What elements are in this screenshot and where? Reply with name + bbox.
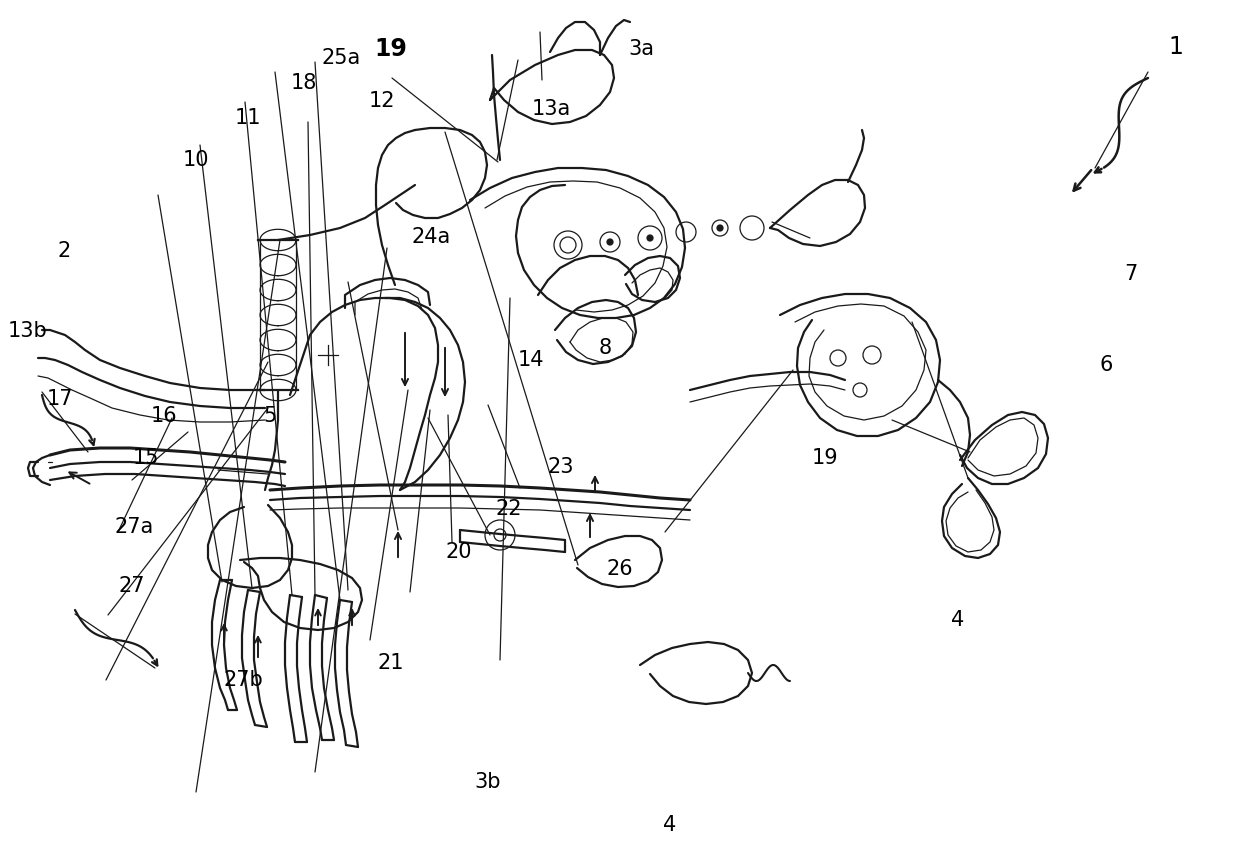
Text: 27a: 27a xyxy=(114,516,154,537)
Text: 23: 23 xyxy=(547,457,574,477)
Text: 24a: 24a xyxy=(412,227,451,247)
Text: 19: 19 xyxy=(374,37,407,61)
Text: 27b: 27b xyxy=(223,670,263,690)
Circle shape xyxy=(608,239,613,245)
Text: 5: 5 xyxy=(264,406,277,426)
Text: 7: 7 xyxy=(1125,264,1137,285)
Text: 18: 18 xyxy=(290,73,317,94)
Text: 8: 8 xyxy=(599,337,611,358)
Text: 3b: 3b xyxy=(474,772,501,792)
Text: 4: 4 xyxy=(663,815,676,835)
Text: 19: 19 xyxy=(811,448,838,469)
Text: 25a: 25a xyxy=(321,48,361,68)
Text: 4: 4 xyxy=(951,610,963,630)
Text: 26: 26 xyxy=(606,559,634,579)
Text: 2: 2 xyxy=(58,241,71,262)
Text: 3a: 3a xyxy=(629,39,653,60)
Text: 12: 12 xyxy=(368,90,396,111)
Text: 27: 27 xyxy=(118,576,145,596)
Circle shape xyxy=(647,235,653,241)
Text: 16: 16 xyxy=(150,406,177,426)
Text: 20: 20 xyxy=(445,542,472,562)
Text: 22: 22 xyxy=(495,499,522,520)
Text: 1: 1 xyxy=(1168,35,1183,59)
Text: 15: 15 xyxy=(133,448,160,469)
Text: 13b: 13b xyxy=(7,320,47,341)
Text: 14: 14 xyxy=(517,349,544,370)
Text: 17: 17 xyxy=(46,389,73,409)
Circle shape xyxy=(717,225,723,231)
Text: 10: 10 xyxy=(182,150,210,170)
Text: 11: 11 xyxy=(234,107,262,128)
Text: 6: 6 xyxy=(1100,354,1112,375)
Text: 13a: 13a xyxy=(532,99,572,119)
Text: 21: 21 xyxy=(377,653,404,673)
